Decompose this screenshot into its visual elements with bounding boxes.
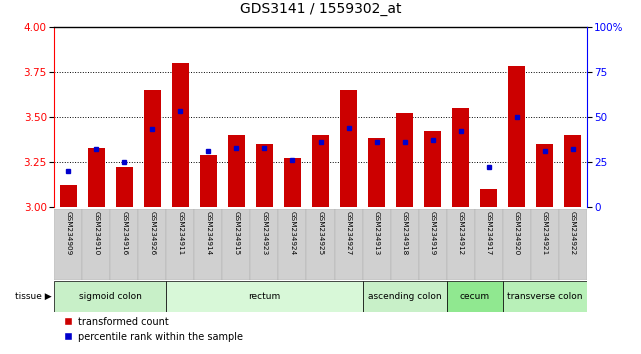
Bar xyxy=(200,155,217,207)
Text: GSM234909: GSM234909 xyxy=(65,211,72,255)
Text: GSM234921: GSM234921 xyxy=(542,211,547,255)
Text: GSM234913: GSM234913 xyxy=(374,211,379,255)
Legend: transformed count, percentile rank within the sample: transformed count, percentile rank withi… xyxy=(60,313,247,346)
Bar xyxy=(536,144,553,207)
Bar xyxy=(88,148,105,207)
Bar xyxy=(447,209,474,280)
Text: GSM234910: GSM234910 xyxy=(94,211,99,255)
Bar xyxy=(480,189,497,207)
Bar xyxy=(340,90,357,207)
Bar xyxy=(167,281,363,312)
Bar xyxy=(256,144,273,207)
Bar xyxy=(306,209,335,280)
Text: transverse colon: transverse colon xyxy=(507,292,582,301)
Text: GSM234918: GSM234918 xyxy=(401,211,408,255)
Bar xyxy=(396,113,413,207)
Text: GSM234922: GSM234922 xyxy=(569,211,576,255)
Bar xyxy=(558,209,587,280)
Bar xyxy=(363,281,447,312)
Bar xyxy=(172,63,189,207)
Bar xyxy=(110,209,138,280)
Bar xyxy=(194,209,222,280)
Bar xyxy=(60,185,77,207)
Bar xyxy=(278,209,306,280)
Text: GSM234912: GSM234912 xyxy=(458,211,463,255)
Bar xyxy=(564,135,581,207)
Bar xyxy=(144,90,161,207)
Text: cecum: cecum xyxy=(460,292,490,301)
Text: sigmoid colon: sigmoid colon xyxy=(79,292,142,301)
Text: GDS3141 / 1559302_at: GDS3141 / 1559302_at xyxy=(240,2,401,16)
Bar xyxy=(452,108,469,207)
Text: GSM234924: GSM234924 xyxy=(290,211,296,255)
Bar xyxy=(116,167,133,207)
Bar xyxy=(83,209,110,280)
Bar xyxy=(138,209,167,280)
Bar xyxy=(503,281,587,312)
Text: GSM234916: GSM234916 xyxy=(122,211,128,255)
Bar xyxy=(424,131,441,207)
Text: GSM234920: GSM234920 xyxy=(513,211,519,255)
Bar xyxy=(167,209,194,280)
Text: GSM234911: GSM234911 xyxy=(178,211,183,255)
Bar xyxy=(335,209,363,280)
Bar xyxy=(419,209,447,280)
Text: GSM234919: GSM234919 xyxy=(429,211,435,255)
Text: GSM234917: GSM234917 xyxy=(485,211,492,255)
Text: GSM234923: GSM234923 xyxy=(262,211,267,255)
Bar xyxy=(312,135,329,207)
Text: GSM234915: GSM234915 xyxy=(233,211,240,255)
Bar xyxy=(531,209,558,280)
Bar xyxy=(222,209,251,280)
Bar xyxy=(284,158,301,207)
Text: GSM234926: GSM234926 xyxy=(149,211,156,255)
Bar xyxy=(474,209,503,280)
Bar xyxy=(503,209,531,280)
Bar xyxy=(447,281,503,312)
Bar xyxy=(54,281,167,312)
Bar xyxy=(228,135,245,207)
Bar xyxy=(368,138,385,207)
Bar xyxy=(363,209,390,280)
Text: GSM234925: GSM234925 xyxy=(317,211,324,255)
Text: GSM234927: GSM234927 xyxy=(345,211,351,255)
Text: tissue ▶: tissue ▶ xyxy=(15,292,51,301)
Bar xyxy=(390,209,419,280)
Text: ascending colon: ascending colon xyxy=(368,292,441,301)
Text: rectum: rectum xyxy=(248,292,281,301)
Text: GSM234914: GSM234914 xyxy=(206,211,212,255)
Bar xyxy=(508,66,525,207)
Bar xyxy=(54,209,83,280)
Bar xyxy=(251,209,278,280)
